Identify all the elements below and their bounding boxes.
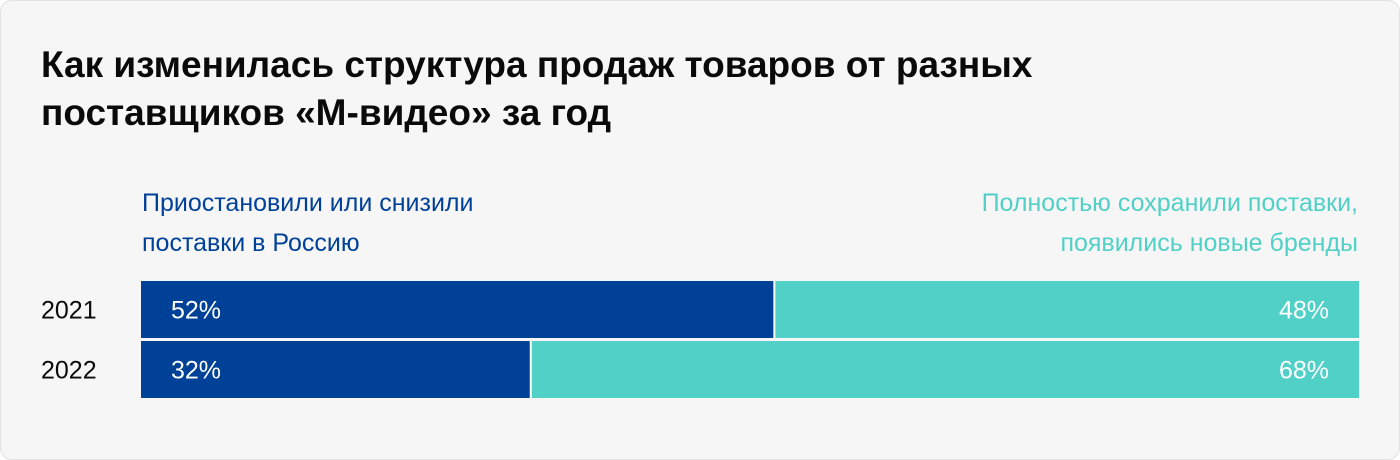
bar-2022-series-1: [530, 341, 1359, 398]
data-label-2022-series-1: 68%: [1279, 357, 1329, 385]
bar-2022-series-0: [141, 341, 531, 398]
legend-item-suspended: Приостановили или снизили поставки в Рос…: [142, 189, 474, 257]
segment-divider-2021: [773, 281, 776, 338]
category-label-2022: 2022: [41, 357, 97, 385]
data-label-2022-series-0: 32%: [171, 357, 221, 385]
data-label-2021-series-1: 48%: [1279, 297, 1329, 325]
bar-2021-series-0: [141, 281, 775, 338]
segment-divider-2022: [529, 341, 532, 398]
bar-2021-series-1: [774, 281, 1359, 338]
data-label-2021-series-0: 52%: [171, 297, 221, 325]
chart-title: Как изменилась структура продаж товаров …: [41, 44, 1033, 133]
legend-item-kept: Полностью сохранили поставки, появились …: [981, 189, 1358, 257]
category-label-2021: 2021: [41, 297, 97, 325]
